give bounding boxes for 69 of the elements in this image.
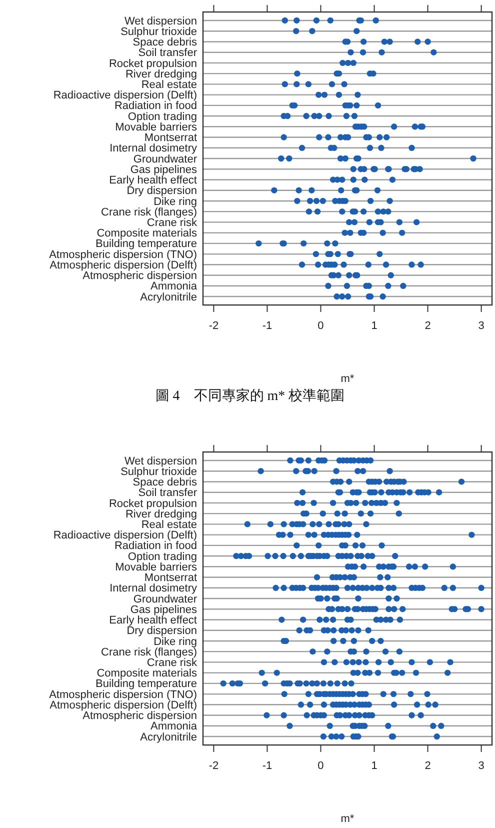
y-tick-label: Option trading [128, 110, 197, 123]
y-tick-label: Rocket propulsion [108, 58, 197, 70]
x-axis-title: m* [340, 813, 355, 825]
x-tick-label: 0 [318, 320, 324, 332]
y-tick-label: Sulphur trioxide [120, 26, 197, 38]
y-tick-label: Radiation in food [114, 540, 197, 552]
x-tick-label: -2 [208, 320, 219, 332]
y-tick-label: Atmospheric dispersion (TNO) [49, 688, 197, 701]
caption: 圖 4 不同專家的 m* 校準範圍 [155, 388, 345, 404]
y-tick-label: Internal dosimetry [110, 142, 198, 155]
y-tick-label: Movable barriers [115, 561, 198, 574]
y-tick-label: Space debris [132, 36, 198, 49]
y-tick-label: Groundwater [133, 153, 198, 166]
y-tick-label: Option trading [128, 550, 197, 563]
x-tick-label: 1 [371, 320, 378, 332]
y-tick-label: Radioactive dispersion (Delft) [53, 530, 197, 542]
y-tick-label: Atmospheric dispersion (Delft) [50, 259, 197, 272]
x-tick-label: -1 [262, 760, 272, 772]
y-tick-label: Dike ring [154, 196, 197, 208]
x-tick-label: 2 [424, 320, 431, 332]
y-tick-label: Composite materials [96, 668, 198, 680]
x-axis-title: m* [340, 373, 355, 385]
y-tick-label: Groundwater [133, 593, 198, 606]
y-tick-label: Atmospheric dispersion (TNO) [49, 248, 197, 261]
y-tick-label: Gas pipelines [130, 164, 198, 176]
y-tick-label: Acrylonitrile [140, 291, 197, 304]
y-tick-label: Crane risk [146, 656, 198, 669]
y-tick-label: Atmospheric dispersion [82, 710, 197, 722]
y-tick-label: Dry dispersion [126, 185, 197, 198]
y-tick-label: Internal dosimetry [110, 582, 198, 595]
y-tick-label: Space debris [132, 476, 198, 489]
y-tick-label: Wet dispersion [124, 15, 197, 28]
y-tick-label: Acrylonitrile [140, 731, 197, 744]
x-tick-label: 3 [478, 760, 484, 772]
y-tick-label: Soil transfer [138, 47, 198, 60]
y-tick-label: Early health effect [109, 614, 197, 627]
y-tick-label: Crane risk (flanges) [101, 206, 197, 218]
y-tick-label: Dike ring [154, 636, 197, 648]
y-tick-label: River dredging [125, 68, 197, 80]
y-tick-label: Radiation in food [114, 100, 197, 112]
y-tick-label: Sulphur trioxide [120, 466, 197, 478]
y-tick-label: Composite materials [96, 228, 198, 240]
y-tick-label: Montserrat [144, 132, 197, 144]
y-tick-label: Early health effect [109, 174, 197, 187]
y-tick-label: Ammonia [150, 280, 198, 293]
x-tick-label: 3 [478, 320, 484, 332]
y-tick-label: Ammonia [150, 720, 198, 733]
y-tick-label: Soil transfer [138, 487, 198, 500]
y-tick-label: Atmospheric dispersion [82, 270, 197, 282]
y-tick-label: Rocket propulsion [108, 498, 197, 510]
x-tick-label: 1 [371, 760, 378, 772]
y-tick-label: Real estate [141, 78, 197, 91]
y-tick-label: Building temperature [95, 238, 197, 250]
y-tick-label: Building temperature [95, 678, 197, 690]
y-tick-label: Dry dispersion [126, 625, 197, 638]
y-tick-label: Atmospheric dispersion (Delft) [50, 699, 197, 712]
y-tick-label: Radioactive dispersion (Delft) [53, 90, 197, 102]
y-tick-label: River dredging [125, 508, 197, 520]
y-tick-label: Crane risk [146, 216, 198, 229]
y-tick-label: Crane risk (flanges) [101, 646, 197, 658]
x-tick-label: 0 [318, 760, 324, 772]
x-tick-label: 2 [424, 760, 431, 772]
y-tick-label: Gas pipelines [130, 604, 198, 616]
y-tick-label: Real estate [141, 518, 197, 531]
y-tick-label: Montserrat [144, 572, 197, 584]
y-tick-label: Movable barriers [115, 121, 198, 134]
x-tick-label: -2 [208, 760, 219, 772]
y-tick-label: Wet dispersion [124, 455, 197, 468]
x-tick-label: -1 [262, 320, 272, 332]
